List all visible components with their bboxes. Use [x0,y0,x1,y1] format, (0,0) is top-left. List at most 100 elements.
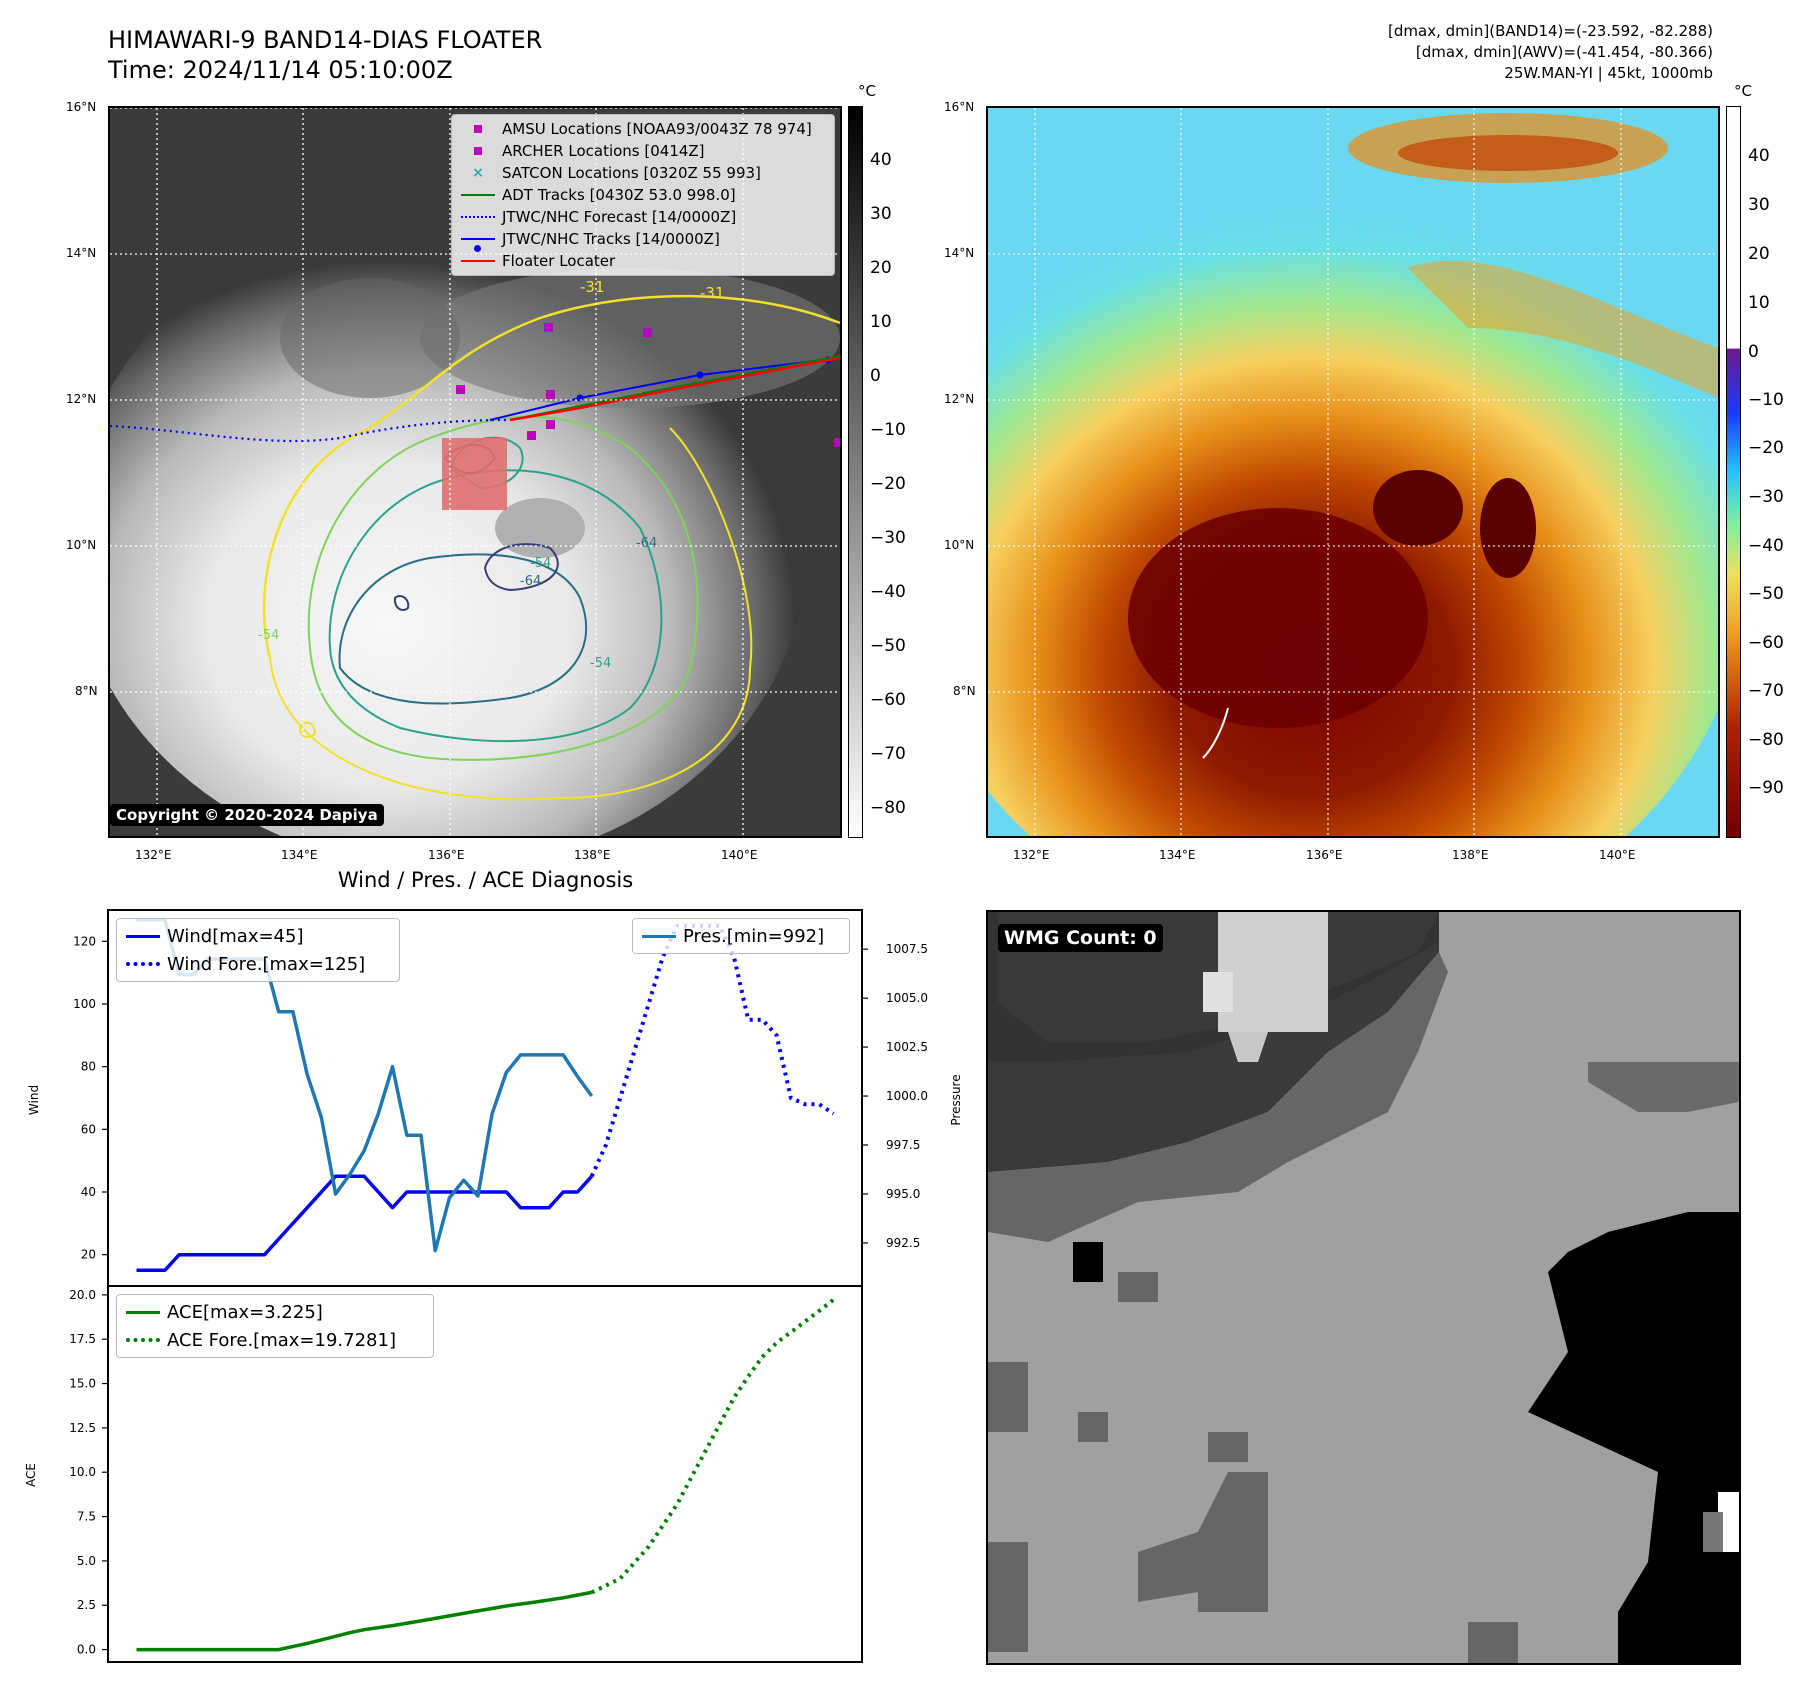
dotted-line-icon [125,1338,161,1342]
colorbar-tick: −70 [870,744,906,764]
square-marker-icon [460,125,496,133]
square-marker-icon [460,147,496,155]
legend-label: Pres.[min=992] [683,925,825,947]
legend-label: JTWC/NHC Forecast [14/0000Z] [502,208,737,226]
awv-map-panel [986,106,1720,838]
solid-line-icon [125,1310,161,1314]
legend-label: Wind[max=45] [167,925,304,947]
line-dot-icon [460,238,496,252]
lat-label: 12°N [66,392,97,406]
y2-tick-label: 1005.0 [886,991,928,1005]
legend-label: SATCON Locations [0320Z 55 993] [502,164,761,182]
diagnosis-charts: 120 100 80 60 40 20 1007.5 1005.0 1002.5 1000.0 9… [24,909,960,1663]
colorbar-tick: 40 [1748,146,1770,166]
y-tick-label: 20 [81,1248,96,1262]
wind-y-ticks: 120 100 80 60 40 20 [73,934,108,1262]
lon-label: 140°E [1599,848,1636,862]
lon-label: 138°E [1452,848,1489,862]
colorbar-tick: −20 [870,474,906,494]
colorbar-tick: −90 [1748,778,1784,798]
lon-label: 136°E [428,848,465,862]
lat-label: 10°N [944,538,975,552]
contour-label: -64 [636,536,658,551]
lat-label: 10°N [66,538,97,552]
pressure-y-label: Pressure [949,1074,960,1125]
x-marker-icon: × [472,165,484,181]
colorbar-tick: −60 [870,690,906,710]
colorbar-tick: 30 [870,204,892,224]
series-line-wind-fore [589,923,835,1178]
wmg-panel: WMG Count: 0 [986,910,1741,1665]
legend-label: JTWC/NHC Tracks [14/0000Z] [502,230,720,248]
legend-label: AMSU Locations [NOAA93/0043Z 78 974] [502,120,812,138]
colorbar-tick: −70 [1748,681,1784,701]
wind-y-label: Wind [27,1085,41,1115]
dotted-line-icon [460,216,496,218]
legend-item-wind-forecast: Wind Fore.[max=125] [117,950,399,978]
y-tick-label: 60 [81,1122,96,1136]
wmg-image [988,912,1739,1663]
legend-item-tracks: JTWC/NHC Tracks [14/0000Z] [452,228,834,252]
contour-label: -54 [530,556,552,571]
wmg-count-badge: WMG Count: 0 [998,924,1163,952]
colorbar-tick: −10 [1748,390,1784,410]
legend-item-pressure: Pres.[min=992] [633,922,849,950]
legend-item-wind: Wind[max=45] [117,922,399,950]
lat-label: 12°N [944,392,975,406]
y-tick-label: 2.5 [77,1598,96,1612]
contour-label: -54 [258,628,280,643]
lat-label: 16°N [66,100,97,114]
colorbar-tick: 20 [1748,244,1770,264]
ace-series-lines [136,1298,835,1652]
contour-label: -31 [580,278,605,296]
info-storm: 25W.MAN-YI | 45kt, 1000mb [1504,64,1713,82]
lat-label: 14°N [944,246,975,260]
solid-line-icon [460,260,496,262]
legend-item-floater: Floater Locater [452,250,834,272]
y-tick-label: 7.5 [77,1510,96,1524]
lon-label: 132°E [135,848,172,862]
legend-label: ACE Fore.[max=19.7281] [167,1329,396,1351]
y-tick-label: 5.0 [77,1554,96,1568]
y-tick-label: 100 [73,997,96,1011]
y-tick-label: 40 [81,1185,96,1199]
copyright-badge: Copyright © 2020-2024 Dapiya [110,804,384,826]
y-tick-label: 120 [73,934,96,948]
awv-colorbar-unit: °C [1734,82,1752,100]
y2-tick-label: 992.5 [886,1236,920,1250]
pressure-y-ticks: 1007.5 1005.0 1002.5 1000.0 997.5 995.0 992.5 [862,942,928,1250]
lon-label: 138°E [574,848,611,862]
figure-time: Time: 2024/11/14 05:10:00Z [108,56,453,84]
y2-tick-label: 995.0 [886,1187,920,1201]
contour-label: -54 [590,656,612,671]
series-line-ace-fore [590,1298,835,1595]
y-tick-label: 0.0 [77,1643,96,1657]
ace-axes-frame [107,1285,863,1663]
legend-item-amsu: AMSU Locations [NOAA93/0043Z 78 974] [452,118,834,140]
legend-item-forecast: JTWC/NHC Forecast [14/0000Z] [452,206,834,228]
wind-legend: Wind[max=45] Wind Fore.[max=125] [116,918,400,982]
ir-colorbar-unit: °C [858,82,876,100]
solid-line-icon [125,934,161,938]
contour-label: -31 [700,284,725,302]
info-band14: [dmax, dmin](BAND14)=(-23.592, -82.288) [1388,22,1713,40]
legend-label: Floater Locater [502,252,616,270]
lat-label: 8°N [953,684,976,698]
dotted-line-icon [125,962,161,966]
colorbar-tick: −60 [1748,633,1784,653]
diagnosis-title: Wind / Pres. / ACE Diagnosis [337,868,634,892]
colorbar-tick: 10 [1748,293,1770,313]
contour-label: -64 [520,574,542,589]
ir-map-panel: -31 -31 -54 -54 -54 -64 -64 AMSU Locatio… [108,106,842,838]
y-tick-label: 12.5 [69,1421,96,1435]
legend-item-satcon: × SATCON Locations [0320Z 55 993] [452,162,834,184]
y-tick-label: 15.0 [69,1377,96,1391]
legend-label: Wind Fore.[max=125] [167,953,366,975]
colorbar-tick: −20 [1748,438,1784,458]
awv-colorbar [1726,106,1741,838]
colorbar-tick: −80 [870,798,906,818]
legend-item-ace: ACE[max=3.225] [117,1298,433,1326]
colorbar-tick: 10 [870,312,892,332]
pressure-legend: Pres.[min=992] [632,918,850,954]
ace-legend: ACE[max=3.225] ACE Fore.[max=19.7281] [116,1294,434,1358]
